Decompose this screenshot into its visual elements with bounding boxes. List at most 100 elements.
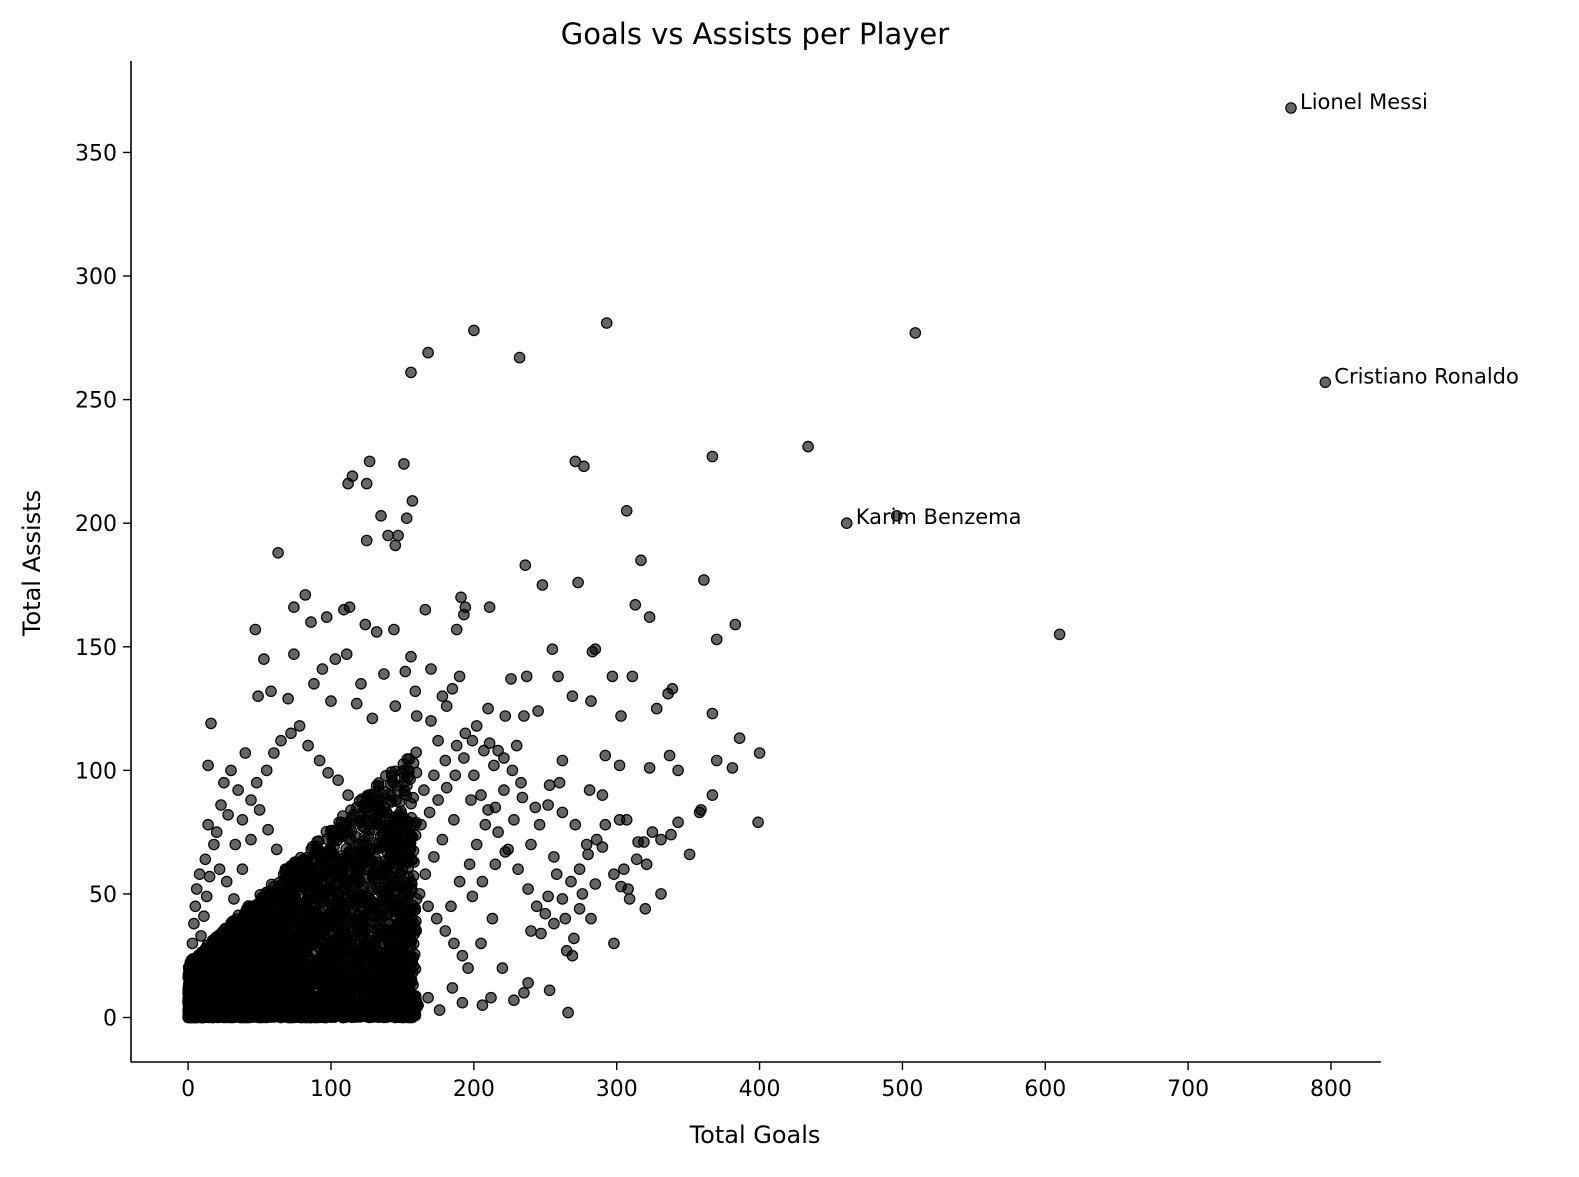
data-point [305, 922, 317, 935]
data-point [232, 784, 244, 796]
data-point [522, 977, 534, 989]
data-point [488, 759, 500, 772]
data-point [566, 949, 579, 962]
axes-layer [130, 61, 1381, 1063]
data-point [240, 907, 252, 920]
data-point [698, 574, 710, 586]
data-point [370, 779, 383, 792]
y-tick-label: 300 [75, 265, 117, 290]
data-point [412, 999, 424, 1011]
data-point [890, 509, 903, 522]
data-point [331, 942, 343, 955]
data-point [329, 653, 342, 665]
data-point [341, 963, 354, 976]
data-point [419, 603, 432, 616]
data-point [228, 893, 240, 905]
data-point [468, 324, 480, 337]
data-point [706, 450, 719, 463]
x-tick-label: 700 [1167, 1077, 1209, 1102]
data-point [613, 759, 626, 772]
data-point [599, 818, 612, 831]
data-point [646, 826, 659, 838]
data-point [358, 970, 370, 982]
data-point [650, 702, 663, 715]
data-point [666, 682, 679, 695]
data-point [389, 855, 402, 868]
data-point [301, 870, 314, 882]
data-point [344, 895, 357, 907]
data-point [439, 925, 452, 937]
data-point [185, 957, 197, 969]
data-point [314, 906, 327, 918]
data-point [506, 764, 519, 777]
data-point [430, 912, 443, 925]
data-point [585, 695, 597, 707]
data-point [188, 917, 200, 930]
data-point [553, 776, 566, 789]
data-point [663, 749, 676, 762]
data-point [354, 875, 367, 887]
data-point [453, 875, 466, 888]
data-point [458, 608, 470, 621]
data-point [422, 991, 434, 1004]
data-point [394, 976, 407, 988]
data-point [358, 910, 371, 923]
data-point [265, 685, 277, 698]
data-point [352, 863, 364, 876]
data-point [202, 759, 214, 772]
data-point [325, 824, 337, 837]
data-point [802, 440, 814, 453]
data-point [296, 959, 309, 972]
data-point [428, 851, 440, 863]
data-point [439, 754, 452, 767]
data-point [548, 917, 560, 930]
y-tick-label: 200 [75, 512, 117, 537]
data-point [210, 952, 223, 964]
data-point [398, 458, 410, 470]
data-point [268, 1005, 280, 1018]
data-point [199, 853, 212, 866]
data-point [693, 806, 706, 819]
data-point [249, 623, 262, 636]
data-point [290, 940, 303, 953]
data-point [432, 794, 444, 806]
data-point [433, 1004, 446, 1016]
data-point [353, 837, 366, 850]
data-point [556, 754, 569, 767]
data-point [615, 710, 627, 722]
data-point [407, 791, 419, 804]
data-point [405, 366, 417, 379]
data-point [498, 784, 510, 796]
data-point [643, 762, 656, 774]
data-point [512, 863, 524, 875]
data-point [239, 747, 252, 759]
data-point [272, 546, 284, 559]
data-point [236, 863, 249, 875]
data-point [294, 851, 307, 864]
data-point [543, 779, 556, 791]
data-point [288, 1009, 300, 1022]
data-point [440, 700, 453, 712]
data-point [242, 990, 254, 1002]
data-point [240, 965, 252, 977]
data-point [422, 900, 434, 913]
data-point [406, 854, 419, 866]
data-point [482, 702, 494, 715]
data-point [189, 969, 202, 982]
data-point [335, 861, 347, 874]
data-point [282, 692, 294, 705]
data-point [608, 937, 620, 950]
data-point [368, 991, 380, 1004]
data-point [539, 907, 552, 920]
data-point [370, 626, 383, 638]
data-point [254, 963, 267, 976]
data-point [635, 554, 647, 567]
data-point [290, 868, 302, 881]
data-point [566, 690, 579, 702]
data-point [458, 752, 470, 764]
data-point [485, 991, 497, 1004]
data-point [274, 938, 287, 951]
data-point [415, 818, 427, 831]
data-point [428, 769, 440, 782]
data-point [450, 739, 463, 752]
